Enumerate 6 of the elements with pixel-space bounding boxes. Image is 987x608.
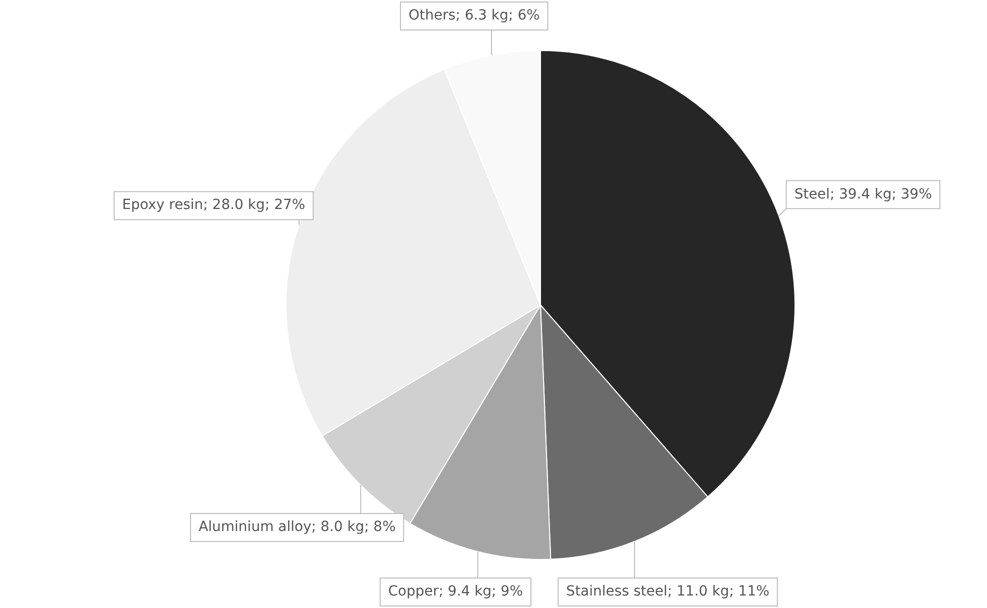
slice-label: Steel; 39.4 kg; 39% (794, 186, 932, 202)
slice-label: Epoxy resin; 28.0 kg; 27% (122, 197, 306, 214)
slice-label: Stainless steel; 11.0 kg; 11% (566, 584, 770, 600)
slice-label: Others; 6.3 kg; 6% (408, 8, 540, 24)
slice-label: Copper; 9.4 kg; 9% (388, 584, 523, 600)
slice-label: Aluminium alloy; 8.0 kg; 8% (198, 519, 396, 536)
